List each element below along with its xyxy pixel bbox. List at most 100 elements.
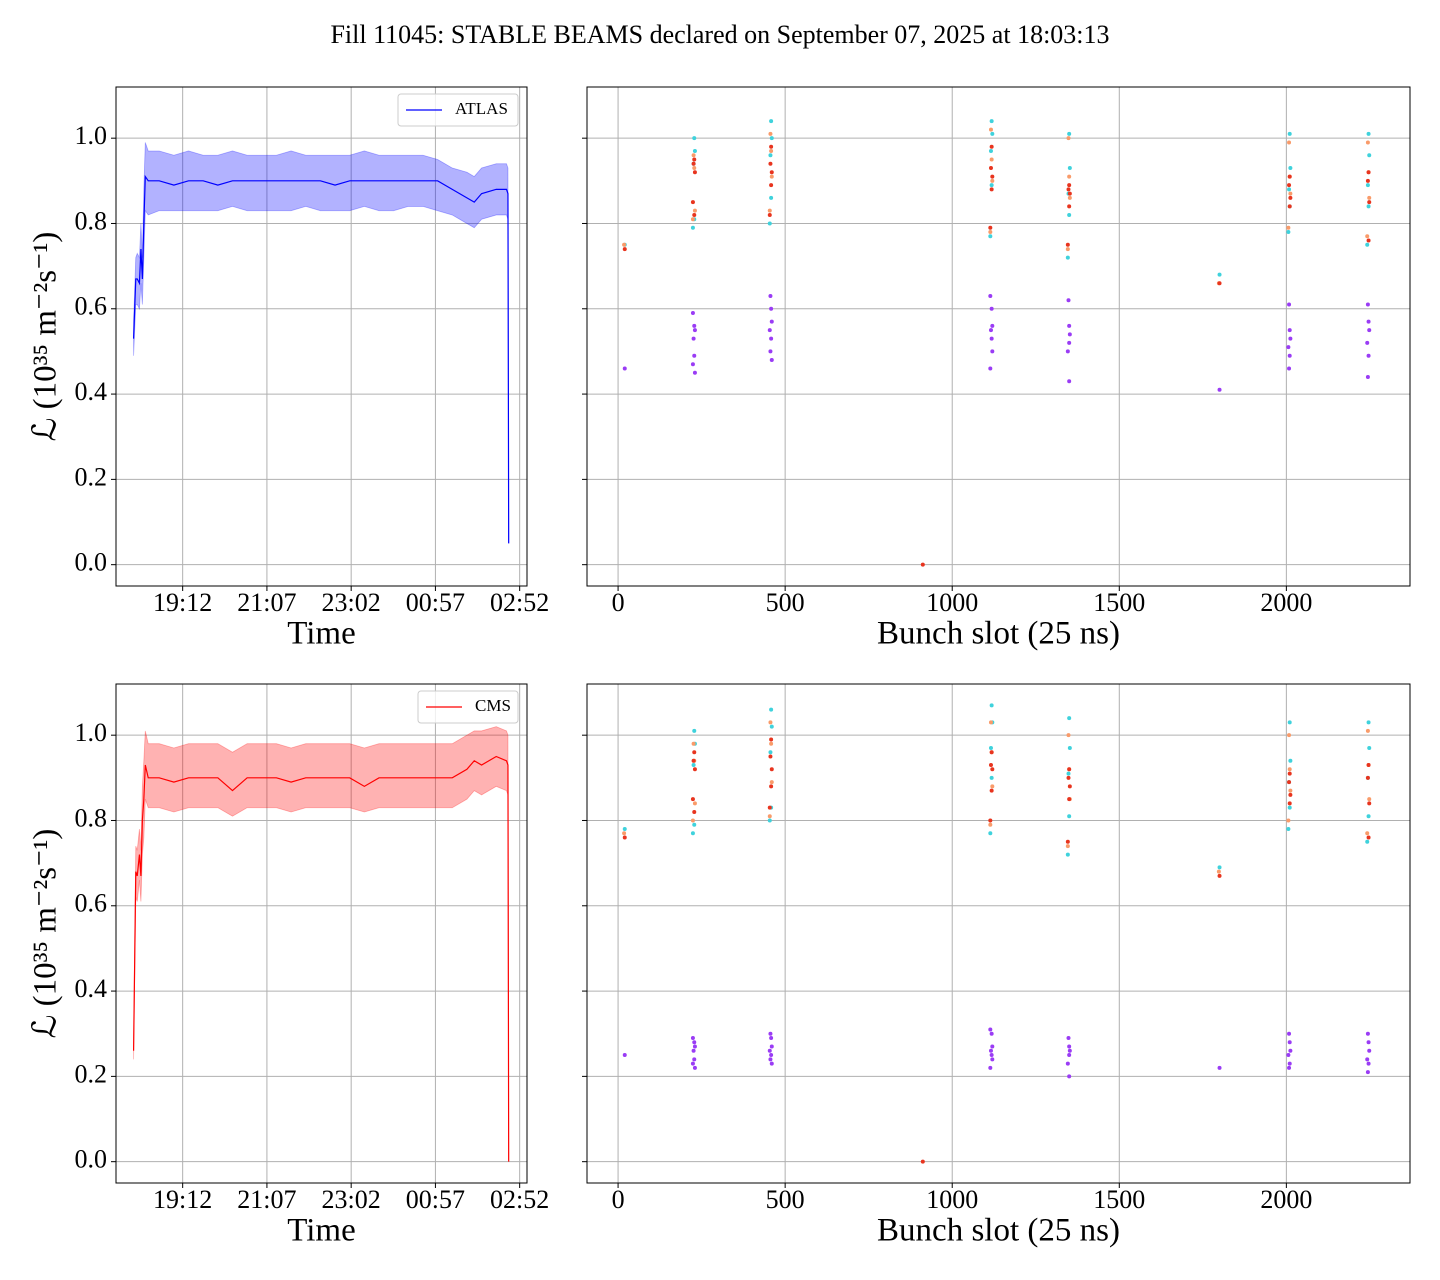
point bbox=[1067, 212, 1072, 217]
point bbox=[1067, 204, 1072, 209]
point bbox=[988, 745, 993, 750]
point bbox=[1366, 238, 1371, 243]
point bbox=[1366, 353, 1371, 358]
point bbox=[1066, 187, 1071, 192]
point bbox=[1066, 775, 1071, 780]
x-tick-label: 00:57 bbox=[406, 1185, 465, 1214]
point bbox=[1217, 1065, 1222, 1070]
x-axis-label: Bunch slot (25 ns) bbox=[877, 616, 1120, 652]
axes-frame bbox=[586, 683, 1411, 1184]
point bbox=[1287, 1065, 1292, 1070]
point bbox=[1365, 183, 1370, 188]
point bbox=[988, 1048, 993, 1053]
point bbox=[769, 144, 774, 149]
point bbox=[1365, 775, 1370, 780]
point bbox=[920, 1159, 925, 1164]
point bbox=[1287, 733, 1292, 738]
point bbox=[1066, 733, 1071, 738]
point bbox=[988, 234, 993, 239]
axes-frame bbox=[586, 86, 1411, 587]
point bbox=[989, 144, 994, 149]
point bbox=[1287, 780, 1292, 785]
point bbox=[1288, 195, 1293, 200]
point bbox=[692, 750, 697, 755]
point bbox=[989, 306, 994, 311]
point bbox=[622, 1053, 627, 1058]
point bbox=[1287, 366, 1292, 371]
x-tick-label: 23:02 bbox=[322, 1185, 381, 1214]
x-tick-label: 1000 bbox=[926, 588, 978, 617]
point bbox=[990, 323, 995, 328]
point bbox=[769, 741, 774, 746]
point bbox=[1067, 1053, 1072, 1058]
x-tick-label: 02:52 bbox=[490, 1185, 549, 1214]
point bbox=[690, 200, 695, 205]
point bbox=[767, 212, 772, 217]
point bbox=[1288, 166, 1293, 171]
point bbox=[768, 720, 773, 725]
point bbox=[622, 827, 627, 832]
point bbox=[1065, 242, 1070, 247]
point bbox=[692, 370, 697, 375]
point bbox=[1067, 183, 1072, 188]
point bbox=[1365, 242, 1370, 247]
point bbox=[1287, 174, 1292, 179]
point bbox=[1366, 1040, 1371, 1045]
point bbox=[1367, 1048, 1372, 1053]
y-tick-label: 0.4 bbox=[75, 377, 108, 406]
point bbox=[1367, 797, 1372, 802]
point bbox=[691, 758, 696, 763]
point bbox=[769, 174, 774, 179]
point bbox=[1067, 716, 1072, 721]
point bbox=[1365, 1057, 1370, 1062]
point bbox=[1217, 873, 1222, 878]
point bbox=[769, 336, 774, 341]
point bbox=[1067, 191, 1072, 196]
point bbox=[1287, 1031, 1292, 1036]
point bbox=[1365, 1031, 1370, 1036]
point bbox=[989, 336, 994, 341]
point bbox=[690, 1035, 695, 1040]
point bbox=[1287, 302, 1292, 307]
point bbox=[769, 306, 774, 311]
y-tick-label: 0.6 bbox=[75, 292, 108, 321]
point bbox=[1367, 745, 1372, 750]
point bbox=[691, 741, 696, 746]
point bbox=[1286, 230, 1291, 235]
point bbox=[1065, 839, 1070, 844]
point bbox=[690, 217, 695, 222]
point bbox=[769, 195, 774, 200]
point bbox=[988, 720, 993, 725]
point bbox=[988, 328, 993, 333]
point bbox=[989, 1031, 994, 1036]
point bbox=[990, 174, 995, 179]
x-axis-label: Time bbox=[287, 616, 355, 652]
point bbox=[1365, 839, 1370, 844]
point bbox=[692, 212, 697, 217]
point bbox=[920, 562, 925, 567]
point bbox=[1367, 195, 1372, 200]
point bbox=[1286, 1053, 1291, 1058]
point bbox=[1366, 814, 1371, 819]
point bbox=[1287, 187, 1292, 192]
point bbox=[989, 157, 994, 162]
x-tick-label: 1000 bbox=[926, 1185, 978, 1214]
x-tick-label: 23:02 bbox=[322, 588, 381, 617]
x-tick-label: 19:12 bbox=[153, 588, 212, 617]
point bbox=[1287, 183, 1292, 188]
point bbox=[769, 183, 774, 188]
point bbox=[988, 822, 993, 827]
point bbox=[988, 293, 993, 298]
x-tick-label: 2000 bbox=[1260, 588, 1312, 617]
point bbox=[769, 319, 774, 324]
point bbox=[1066, 298, 1071, 303]
point bbox=[767, 814, 772, 819]
point bbox=[692, 767, 697, 772]
point bbox=[692, 1040, 697, 1045]
point bbox=[691, 161, 696, 166]
point bbox=[692, 822, 697, 827]
point bbox=[1288, 788, 1293, 793]
point bbox=[1286, 345, 1291, 350]
point bbox=[1287, 801, 1292, 806]
point bbox=[1366, 720, 1371, 725]
